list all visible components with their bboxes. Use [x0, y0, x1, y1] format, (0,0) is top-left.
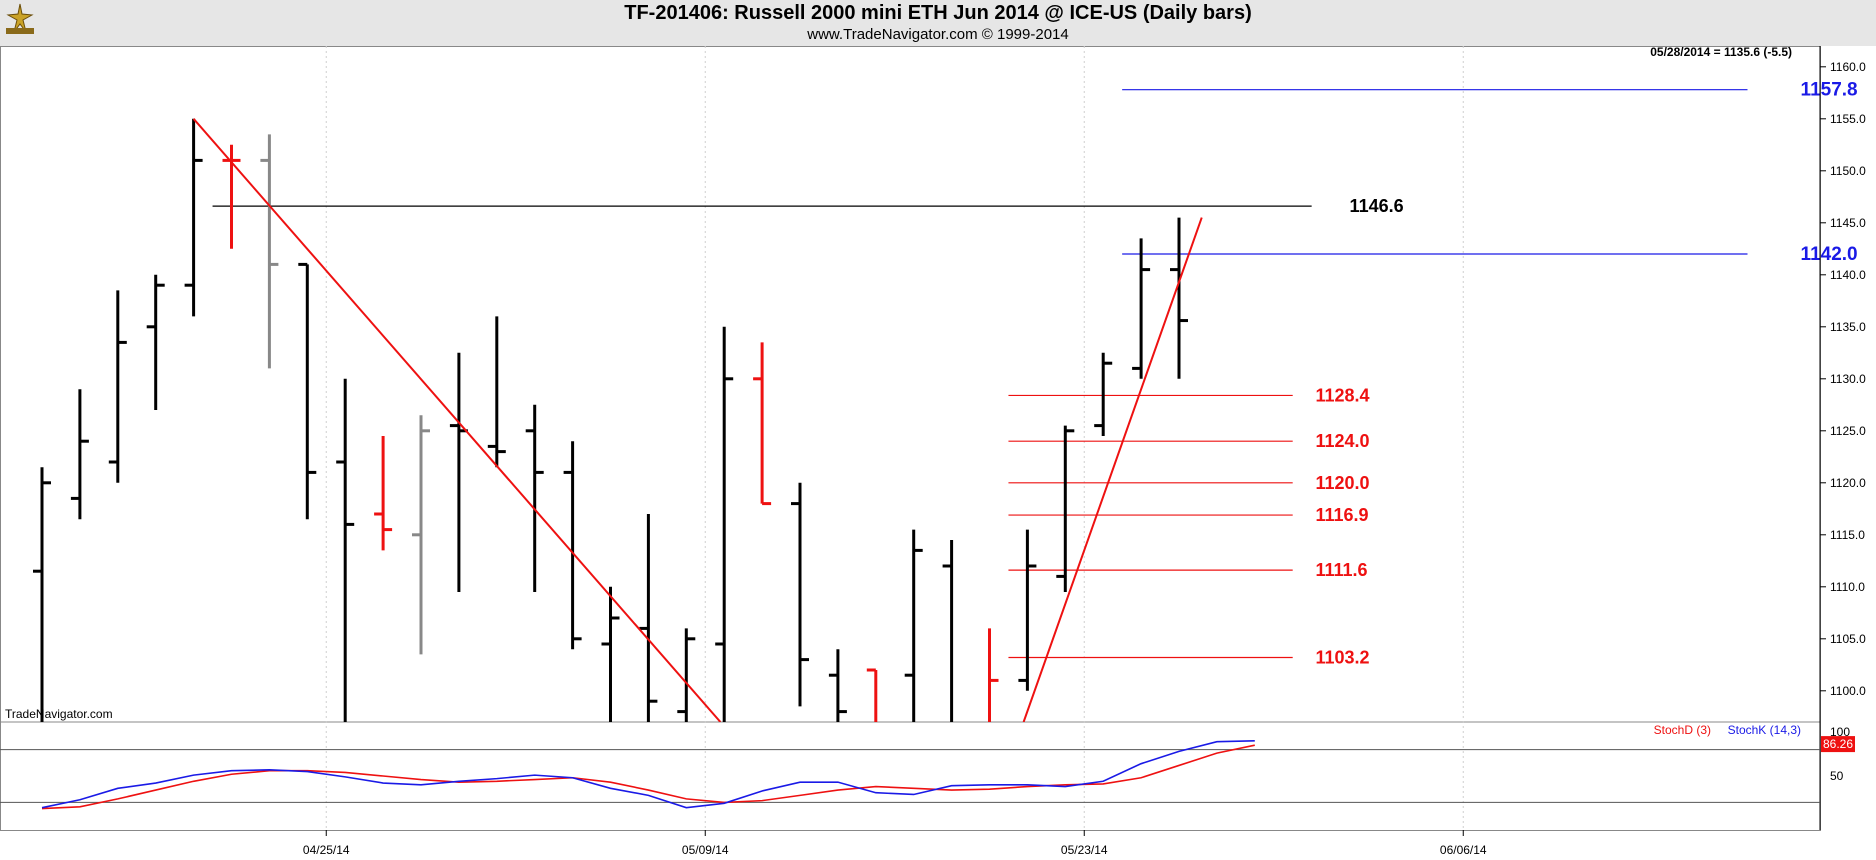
- price-levels: 1157.8 1146.6 1142.0 1128.4 1124.0 1120.0 1116…: [212, 80, 1858, 668]
- stoch-value-text: 86.26: [1823, 737, 1853, 751]
- ohlc-bar: [525, 404, 544, 592]
- chart-subtitle: www.TradeNavigator.com © 1999-2014: [807, 26, 1069, 43]
- price-tick-label: 1125.0: [1830, 424, 1866, 438]
- ohlc-bar: [601, 586, 620, 722]
- price-tick-label: 1145.0: [1830, 216, 1866, 230]
- ohlc-bar: [260, 134, 279, 369]
- price-level-label: 1124.0: [1315, 431, 1369, 451]
- last-value-readout: 05/28/2014 = 1135.6 (-5.5): [1650, 45, 1792, 59]
- price-level-label: 1116.9: [1315, 505, 1368, 525]
- price-tick-label: 1120.0: [1830, 476, 1866, 490]
- ohlc-bar: [336, 378, 355, 722]
- trend-lines: [192, 118, 1203, 722]
- date-tick-label: 06/06/14: [1440, 843, 1487, 857]
- price-tick-label: 1160.0: [1830, 60, 1866, 74]
- chart-header: TF-201406: Russell 2000 mini ETH Jun 201…: [0, 0, 1876, 46]
- ohlc-bar: [791, 482, 809, 707]
- ohlc-bar: [487, 316, 506, 468]
- ohlc-bar: [412, 415, 430, 655]
- date-tick-label: 04/25/14: [303, 843, 350, 857]
- ohlc-bar: [942, 540, 954, 722]
- price-level-label: 1146.6: [1350, 196, 1404, 216]
- trade-navigator-logo-icon: [6, 3, 34, 34]
- price-tick-label: 1110.0: [1830, 580, 1865, 594]
- ohlc-bar: [828, 649, 847, 722]
- plot-frame: [0, 46, 1821, 831]
- trend-line: [1022, 217, 1203, 722]
- ohlc-bar: [298, 262, 317, 520]
- ohlc-bar: [988, 628, 999, 722]
- price-tick-label: 1140.0: [1830, 268, 1866, 282]
- price-tick-label: 1155.0: [1830, 112, 1866, 126]
- price-tick-label: 1105.0: [1830, 632, 1866, 646]
- ohlc-bar: [70, 389, 89, 520]
- price-level-label: 1142.0: [1801, 244, 1858, 265]
- date-tick-label: 05/23/14: [1061, 843, 1108, 857]
- ohlc-bar: [184, 118, 203, 317]
- chart-title: TF-201406: Russell 2000 mini ETH Jun 201…: [624, 2, 1252, 24]
- price-level-label: 1128.4: [1315, 385, 1369, 405]
- price-level-label: 1157.8: [1801, 80, 1858, 101]
- price-level-label: 1103.2: [1315, 648, 1369, 668]
- ohlc-bar: [449, 352, 468, 592]
- stoch-value-badge: [1821, 736, 1855, 753]
- ohlc-bar: [866, 668, 878, 722]
- price-tick-label: 1100.0: [1830, 684, 1866, 698]
- ohlc-bar: [639, 514, 658, 722]
- ohlc-bar: [1056, 425, 1075, 592]
- ohlc-bar: [1170, 217, 1188, 379]
- ohlc-bar: [108, 290, 127, 483]
- ohlc-bars: [33, 118, 1188, 722]
- trend-line: [192, 118, 722, 722]
- ohlc-bar: [1132, 238, 1151, 379]
- ohlc-bar: [374, 436, 393, 551]
- date-axis: 04/25/14 05/09/14 05/23/14 06/06/14: [303, 830, 1487, 857]
- ohlc-bar: [33, 467, 51, 722]
- grid-lines: [0, 46, 1821, 831]
- stoch-tick-label: 100: [1830, 725, 1850, 739]
- ohlc-bar: [563, 441, 582, 650]
- watermark: TradeNavigator.com: [5, 707, 113, 721]
- ohlc-bar: [753, 342, 772, 506]
- price-level-label: 1111.6: [1315, 560, 1367, 580]
- price-tick-label: 1150.0: [1830, 164, 1866, 178]
- ohlc-bar: [1018, 529, 1037, 691]
- ohlc-bar: [1094, 352, 1113, 436]
- ohlc-bar: [677, 628, 696, 722]
- stoch-tick-label: 50: [1830, 769, 1844, 783]
- price-tick-label: 1115.0: [1830, 528, 1865, 542]
- price-level-label: 1120.0: [1315, 473, 1369, 493]
- ohlc-bar: [904, 529, 923, 722]
- stoch-d-line: [41, 744, 1255, 810]
- date-tick-label: 05/09/14: [682, 843, 729, 857]
- ohlc-bar: [715, 326, 734, 722]
- ohlc-bar: [146, 274, 165, 410]
- stoch-k-legend: StochK (14,3): [1728, 723, 1801, 737]
- price-tick-label: 1135.0: [1830, 320, 1866, 334]
- price-tick-label: 1130.0: [1830, 372, 1866, 386]
- price-axis: 1100.0 1105.0 1110.0 1115.0 1120.0 1125.0 1130…: [1819, 46, 1866, 830]
- ohlc-bar: [222, 144, 241, 249]
- stoch-d-legend: StochD (3): [1654, 723, 1711, 737]
- stoch-k-line: [41, 740, 1255, 809]
